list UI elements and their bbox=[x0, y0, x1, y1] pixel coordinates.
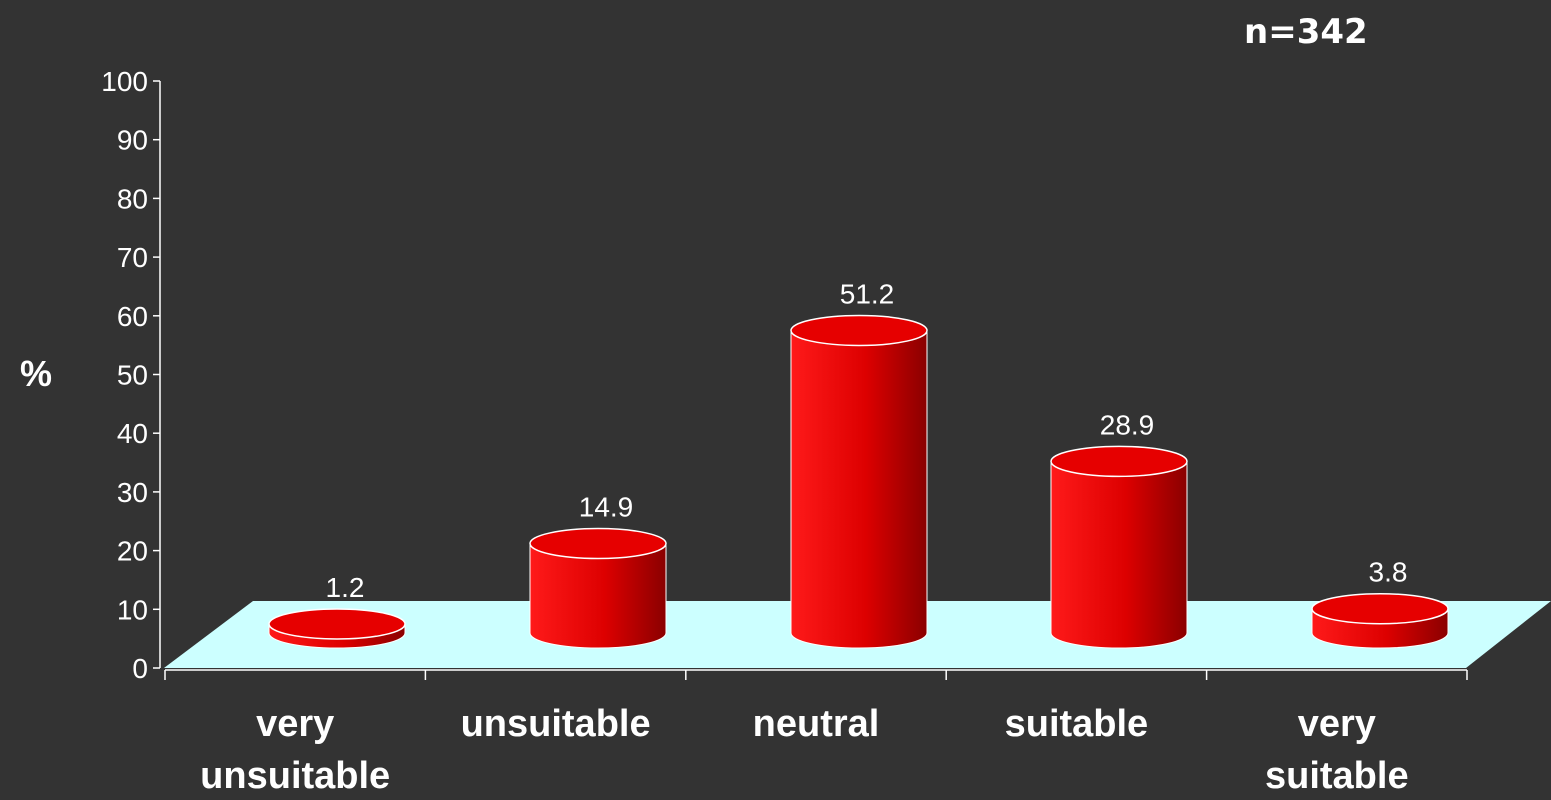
bars bbox=[268, 314, 1449, 649]
y-tick-label: 70 bbox=[117, 242, 148, 273]
bar-top bbox=[1311, 592, 1449, 625]
category-label: suitable bbox=[1005, 703, 1149, 745]
category-label: very bbox=[1298, 703, 1376, 745]
bar-3 bbox=[1050, 445, 1188, 649]
category-label: unsuitable bbox=[200, 755, 390, 797]
y-tick-label: 80 bbox=[117, 183, 148, 214]
y-tick-label: 90 bbox=[117, 125, 148, 156]
y-tick-label: 10 bbox=[117, 594, 148, 625]
y-axis-label: % bbox=[20, 353, 52, 394]
bar-body bbox=[1050, 460, 1188, 649]
y-tick-label: 20 bbox=[117, 536, 148, 567]
bar-1 bbox=[529, 527, 667, 649]
bar-top bbox=[790, 314, 928, 347]
category-label: unsuitable bbox=[461, 703, 651, 745]
bar-2 bbox=[790, 314, 928, 649]
y-tick-label: 30 bbox=[117, 477, 148, 508]
data-label: 3.8 bbox=[1369, 557, 1408, 588]
axes: 0 10 20 30 40 50 60 70 80 90 100 very unsuitable unsu… bbox=[101, 66, 1468, 797]
y-tick-label: 0 bbox=[132, 653, 148, 684]
bar-body bbox=[529, 543, 667, 649]
bar-top bbox=[268, 608, 406, 640]
bar-4 bbox=[1311, 592, 1449, 649]
category-label: very bbox=[256, 703, 334, 745]
y-tick-label: 100 bbox=[101, 66, 148, 97]
bar-top bbox=[529, 527, 667, 560]
sample-size-note: n=342 bbox=[1244, 12, 1368, 52]
data-label: 28.9 bbox=[1100, 409, 1155, 440]
data-label: 51.2 bbox=[840, 278, 895, 309]
y-tick-label: 60 bbox=[117, 301, 148, 332]
y-tick-label: 50 bbox=[117, 360, 148, 391]
data-label: 14.9 bbox=[579, 492, 634, 523]
data-labels: 1.2 14.9 51.2 28.9 3.8 bbox=[326, 278, 1408, 603]
bar-body bbox=[790, 329, 928, 649]
bar-0 bbox=[268, 608, 406, 649]
data-label: 1.2 bbox=[326, 572, 365, 603]
category-label: suitable bbox=[1265, 755, 1409, 797]
bar-top bbox=[1050, 445, 1188, 478]
category-label: neutral bbox=[753, 703, 880, 745]
y-tick-label: 40 bbox=[117, 418, 148, 449]
